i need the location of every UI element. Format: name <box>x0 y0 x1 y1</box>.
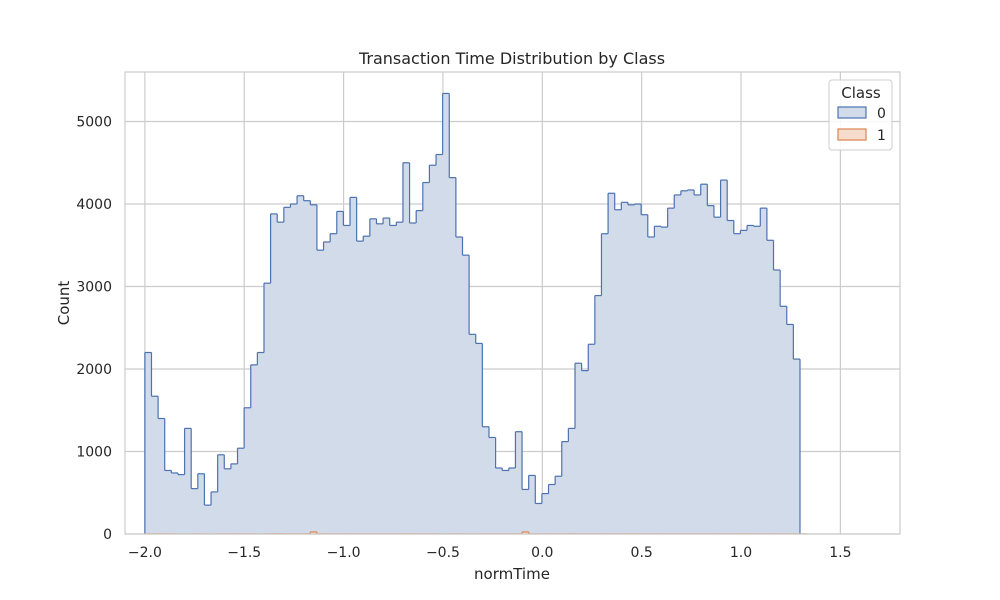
x-tick-label: −0.5 <box>426 545 460 561</box>
x-tick-label: 1.5 <box>829 545 851 561</box>
chart-title: Transaction Time Distribution by Class <box>358 49 665 68</box>
legend: Class 0 1 <box>828 79 893 151</box>
plot-frame <box>124 71 901 535</box>
x-tick-label: 0.0 <box>531 545 553 561</box>
x-tick-label: −1.0 <box>327 545 361 561</box>
y-tick-label: 2000 <box>76 362 112 378</box>
legend-swatch-class-1 <box>837 128 867 141</box>
histogram-fill-class-0 <box>144 93 800 534</box>
series-class-0 <box>144 92 801 534</box>
y-axis-label: Count <box>55 281 73 326</box>
legend-title: Class <box>841 84 881 102</box>
y-axis-ticks: 0 1000 2000 3000 4000 5000 <box>76 115 112 544</box>
y-tick-label: 4000 <box>76 197 112 213</box>
x-tick-label: 0.5 <box>631 545 653 561</box>
x-tick-label: 1.0 <box>730 545 752 561</box>
x-tick-label: −2.0 <box>128 545 162 561</box>
y-tick-label: 3000 <box>76 280 112 296</box>
y-tick-label: 5000 <box>76 115 112 131</box>
x-axis-ticks: −2.0 −1.5 −1.0 −0.5 0.0 0.5 1.0 1.5 <box>128 545 852 561</box>
legend-label-class-0: 0 <box>877 106 886 122</box>
legend-swatch-class-0 <box>837 106 867 119</box>
x-axis-label: normTime <box>474 565 550 583</box>
legend-label-class-1: 1 <box>877 128 886 144</box>
y-tick-label: 1000 <box>76 445 112 461</box>
y-tick-label: 0 <box>103 527 112 543</box>
x-tick-label: −1.5 <box>227 545 261 561</box>
